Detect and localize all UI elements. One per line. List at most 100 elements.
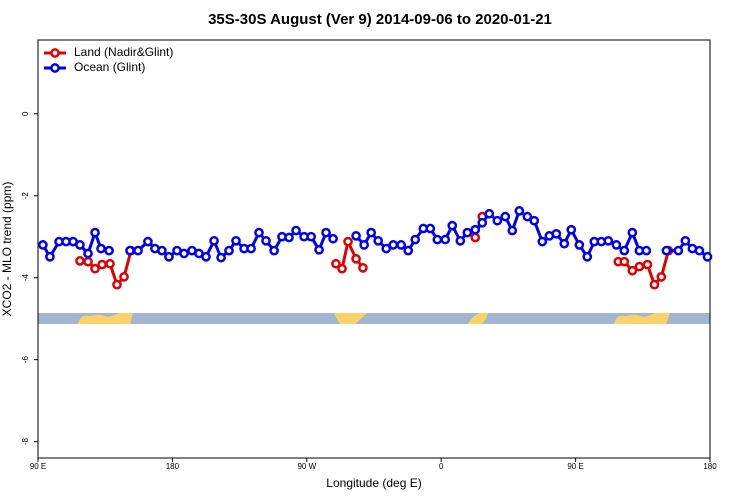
point — [143, 236, 153, 247]
point — [306, 231, 316, 242]
point — [582, 251, 593, 262]
point — [462, 227, 473, 238]
legend-marker — [50, 48, 60, 58]
point — [529, 215, 540, 226]
x-tick-label: 90 W — [297, 462, 316, 471]
point — [559, 238, 570, 249]
point — [507, 225, 518, 236]
point — [603, 235, 614, 246]
point — [477, 217, 488, 228]
point — [641, 245, 652, 256]
point — [627, 265, 638, 276]
point — [432, 234, 443, 245]
y-tick-label: 0 — [21, 111, 30, 116]
point — [112, 279, 122, 290]
y-axis-label: XCO2 - MLO trend (ppm) — [0, 182, 14, 317]
point — [351, 253, 361, 264]
point — [619, 245, 630, 256]
y-tick-label: -6 — [21, 356, 30, 364]
point — [403, 245, 414, 256]
point — [388, 240, 399, 250]
point — [201, 251, 211, 262]
point — [470, 232, 481, 243]
point — [455, 235, 466, 246]
point — [537, 236, 548, 247]
point — [179, 248, 189, 259]
point — [484, 208, 495, 219]
point — [246, 243, 256, 254]
point — [38, 240, 48, 250]
point — [611, 240, 622, 250]
point — [673, 245, 684, 256]
point — [642, 259, 653, 270]
point — [470, 224, 481, 235]
point — [627, 227, 638, 238]
point — [314, 244, 324, 255]
y-tick-label: -4 — [21, 274, 30, 282]
point — [440, 234, 451, 245]
point — [97, 259, 107, 270]
point — [396, 240, 407, 250]
point — [104, 245, 114, 256]
point — [359, 240, 369, 250]
point — [373, 235, 384, 246]
x-tick-label: 180 — [166, 462, 180, 471]
point — [358, 263, 368, 273]
point — [231, 235, 241, 246]
point — [269, 245, 279, 256]
point — [566, 224, 577, 235]
x-tick-label: 90 E — [567, 462, 583, 471]
y-tick-label: -8 — [21, 438, 30, 446]
point — [125, 245, 135, 256]
point — [83, 248, 93, 259]
point — [321, 227, 331, 238]
point — [574, 240, 585, 250]
point — [410, 234, 421, 245]
land-strip — [468, 313, 488, 324]
point — [284, 232, 294, 243]
point — [157, 245, 167, 256]
point — [75, 256, 85, 266]
point — [224, 245, 234, 256]
ocean-strip — [38, 313, 710, 324]
point — [164, 251, 174, 262]
x-axis-label: Longitude (deg E) — [326, 476, 421, 490]
point — [656, 272, 667, 282]
point — [96, 243, 106, 254]
point — [133, 245, 143, 256]
point — [492, 215, 503, 226]
x-tick-label: 90 E — [30, 462, 46, 471]
legend-label: Land (Nadir&Glint) — [74, 45, 173, 59]
point — [351, 231, 361, 241]
point — [522, 211, 533, 222]
point — [291, 225, 301, 236]
point — [254, 227, 264, 238]
land-strip — [334, 313, 367, 324]
legend-label: Ocean (Glint) — [74, 60, 145, 74]
chart-title: 35S-30S August (Ver 9) 2014-09-06 to 202… — [208, 11, 552, 28]
point — [209, 235, 219, 246]
land-strip — [614, 313, 670, 324]
point — [83, 256, 93, 267]
point — [514, 206, 525, 216]
point — [328, 233, 338, 244]
point — [702, 251, 713, 262]
point — [694, 245, 705, 256]
legend-marker — [50, 63, 60, 73]
point — [634, 261, 645, 272]
point — [90, 227, 100, 238]
point — [343, 236, 353, 247]
point — [119, 272, 129, 282]
map-strip — [38, 313, 710, 324]
series-line — [79, 216, 670, 288]
x-tick-label: 180 — [703, 462, 717, 471]
point — [45, 251, 55, 262]
point — [337, 263, 347, 274]
point — [619, 256, 630, 267]
point — [75, 240, 85, 250]
point — [331, 258, 341, 269]
x-tick-label: 0 — [439, 462, 444, 471]
point — [500, 211, 511, 222]
point — [551, 228, 562, 239]
